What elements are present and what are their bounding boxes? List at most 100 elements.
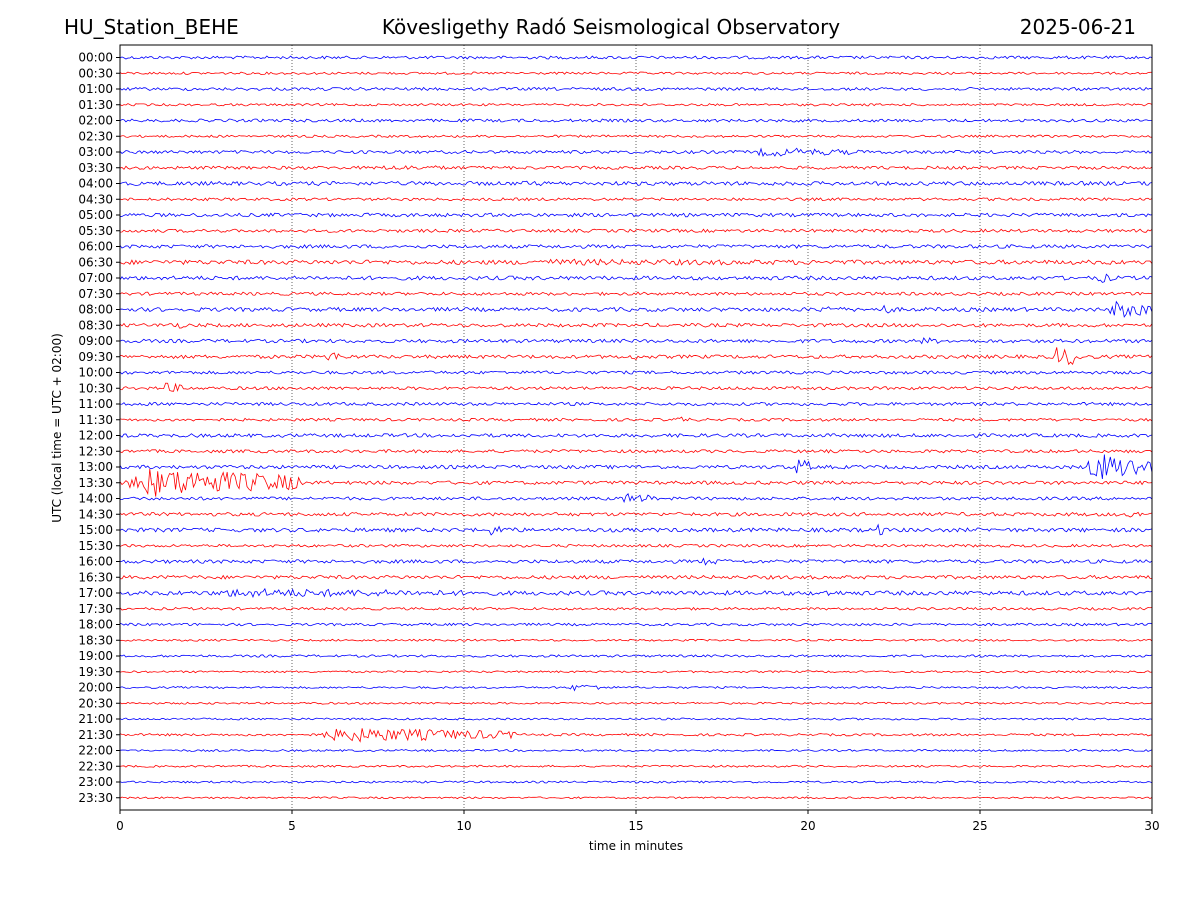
trace-1600 [119,557,1153,566]
y-tick-label: 13:30 [78,476,113,490]
vertical-gridlines [291,45,981,810]
trace-2100 [119,717,1153,721]
x-tick-label: 25 [972,819,987,833]
y-tick-label: 11:00 [78,397,113,411]
y-tick-label: 09:00 [78,334,113,348]
y-tick-label: 04:30 [78,192,113,206]
trace-0800 [119,300,1153,318]
x-tick-label: 20 [800,819,815,833]
trace-0000 [119,55,1153,60]
trace-1530 [119,543,1153,548]
record-date: 2025-06-21 [1019,15,1136,39]
y-tick-label: 19:00 [78,649,113,663]
y-tick-label: 02:30 [78,129,113,143]
trace-1400 [119,493,1153,504]
y-tick-label: 15:00 [78,523,113,537]
trace-0430 [119,197,1153,202]
trace-0100 [119,86,1153,92]
y-tick-label: 10:30 [78,381,113,395]
y-tick-label: 15:30 [78,539,113,553]
y-tick-label: 06:30 [78,255,113,269]
trace-0500 [119,212,1153,218]
trace-0300 [119,147,1153,157]
trace-1130 [119,416,1153,422]
trace-0400 [119,180,1153,187]
trace-1430 [119,511,1153,518]
y-tick-label: 23:00 [78,775,113,789]
trace-0730 [119,291,1153,297]
y-tick-label: 06:00 [78,240,113,254]
y-tick-label: 23:30 [78,791,113,805]
trace-0330 [119,165,1153,170]
seismic-traces [119,55,1153,800]
trace-1830 [119,638,1153,642]
trace-0130 [119,103,1153,107]
trace-0830 [119,322,1153,329]
trace-1030 [119,382,1153,392]
trace-2000 [119,684,1153,692]
trace-1930 [119,670,1153,674]
trace-1200 [119,433,1153,438]
trace-1100 [119,401,1153,407]
y-tick-label: 18:30 [78,633,113,647]
y-tick-label: 08:00 [78,303,113,317]
y-tick-label: 08:30 [78,318,113,332]
y-tick-label: 19:30 [78,665,113,679]
y-tick-label: 17:00 [78,586,113,600]
trace-0200 [119,118,1153,123]
y-tick-label: 03:30 [78,161,113,175]
y-tick-label: 12:30 [78,444,113,458]
y-tick-label: 07:30 [78,287,113,301]
trace-0630 [119,258,1153,266]
trace-0030 [119,71,1153,75]
trace-1630 [119,574,1153,580]
y-tick-label: 13:00 [78,460,113,474]
y-tick-label: 22:00 [78,744,113,758]
y-tick-label: 00:00 [78,51,113,65]
y-tick-label: 00:30 [78,66,113,80]
trace-1900 [119,654,1153,658]
y-tick-label: 18:00 [78,618,113,632]
y-tick-label: 12:00 [78,429,113,443]
x-tick-label: 15 [628,819,643,833]
x-tick-label: 10 [456,819,471,833]
x-axis-label: time in minutes [589,839,683,853]
trace-0530 [119,228,1153,233]
y-tick-label: 07:00 [78,271,113,285]
y-tick-label: 20:30 [78,696,113,710]
y-tick-label: 21:00 [78,712,113,726]
y-tick-label: 01:00 [78,82,113,96]
y-tick-label: 04:00 [78,177,113,191]
y-tick-label: 03:00 [78,145,113,159]
trace-0930 [119,347,1153,366]
trace-2230 [119,764,1153,768]
trace-1730 [119,606,1153,611]
x-tick-label: 0 [116,819,124,833]
trace-0600 [119,244,1153,249]
x-tick-label: 5 [288,819,296,833]
trace-0700 [119,273,1153,283]
trace-1330 [119,468,1153,497]
station-name: HU_Station_BEHE [64,15,239,39]
trace-1700 [119,587,1153,598]
trace-2330 [119,796,1153,800]
y-tick-label: 14:00 [78,492,113,506]
y-tick-label: 05:00 [78,208,113,222]
y-tick-label: 20:00 [78,681,113,695]
trace-2030 [119,701,1153,705]
y-tick-label: 17:30 [78,602,113,616]
y-tick-label: 22:30 [78,759,113,773]
trace-1800 [119,622,1153,627]
y-axis-label: UTC (local time = UTC + 02:00) [50,333,64,523]
x-tick-label: 30 [1144,819,1159,833]
y-tick-label: 05:30 [78,224,113,238]
x-axis: 0 5 10 15 20 25 30 [116,810,1160,833]
y-tick-label: 09:30 [78,350,113,364]
trace-0900 [119,337,1153,345]
trace-2200 [119,748,1153,753]
y-tick-label: 21:30 [78,728,113,742]
trace-1000 [119,370,1153,375]
